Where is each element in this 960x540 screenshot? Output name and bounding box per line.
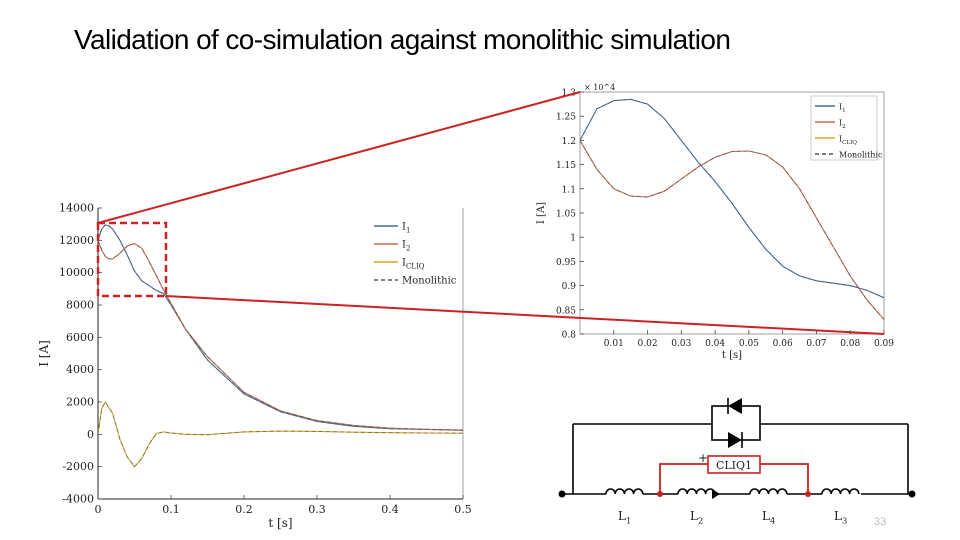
terminal-left — [558, 490, 566, 498]
y-tick-label: 6000 — [66, 331, 94, 344]
x-axis-label: t [s] — [268, 516, 292, 530]
y-tick-label: 0.85 — [556, 306, 576, 316]
x-axis-label: t [s] — [722, 350, 742, 361]
y-tick-label: 10000 — [59, 266, 94, 279]
legend-label: I1 — [839, 103, 846, 114]
series-line-I2 — [580, 140, 884, 320]
main-plot: -4000 -2000 0 2000 4000 6000 8000 10000 12000 140… — [37, 202, 472, 531]
y-tick-label: 0.9 — [562, 282, 577, 292]
y-tick-label: 14000 — [59, 202, 94, 215]
slide-title: Validation of co-simulation against mono… — [74, 24, 731, 55]
inductor-label: L2 — [690, 509, 703, 526]
terminal-right — [908, 490, 916, 498]
cliq-plus-sign: + — [698, 451, 708, 465]
x-tick-label: 0.3 — [308, 503, 326, 516]
zoom-connector-bottom — [165, 295, 885, 335]
x-tick-label: 0.02 — [638, 339, 658, 349]
y-tick-label: 0.95 — [556, 258, 576, 268]
inductor-label: L3 — [834, 509, 847, 526]
x-tick-label: 0.2 — [235, 503, 253, 516]
monolithic-line-I2 — [98, 240, 463, 431]
x-tick-label: 0.4 — [381, 503, 399, 516]
inductor-icon — [677, 488, 716, 495]
y-tick-label: 2000 — [66, 396, 94, 409]
x-tick-label: 0.08 — [840, 339, 860, 349]
x-tick-label: 0.03 — [671, 339, 691, 349]
x-tick-label: 0.01 — [604, 339, 624, 349]
diode-upper-icon — [728, 398, 742, 414]
legend-label: Monolithic — [402, 276, 457, 287]
x-tick-label: 0 — [95, 503, 102, 516]
y-tick-label: 12000 — [59, 234, 94, 247]
x-tick-label: 0.05 — [739, 339, 759, 349]
y-tick-label: 4000 — [66, 363, 94, 376]
y-tick-label: -4000 — [62, 493, 94, 506]
y-tick-label: 1.05 — [556, 210, 576, 220]
legend-label: ICLIQ — [839, 135, 857, 146]
page-number: 33 — [874, 516, 887, 528]
y-exponent-label: × 10^4 — [584, 83, 615, 92]
inductor-icon — [821, 488, 860, 495]
y-tick-label: 8000 — [66, 299, 94, 312]
inductor-icon — [749, 488, 788, 495]
x-tick-label: 0.1 — [162, 503, 180, 516]
inductor-label: L1 — [618, 509, 631, 526]
x-tick-label: 0.09 — [874, 339, 894, 349]
cliq-node-right — [805, 491, 811, 497]
y-tick-label: 1 — [570, 234, 576, 244]
current-arrow-icon — [712, 489, 720, 499]
monolithic-line-I2 — [580, 140, 884, 320]
monolithic-line-ICLIQ — [98, 401, 463, 468]
inductor-icon — [605, 488, 644, 495]
zoom-connector-top — [97, 91, 581, 224]
cliq-unit-box — [707, 455, 761, 474]
x-tick-label: 0.5 — [454, 503, 472, 516]
monolithic-line-I1 — [580, 98, 884, 299]
x-tick-label: 0.07 — [806, 339, 826, 349]
y-tick-label: 0.8 — [562, 331, 577, 341]
legend-label: I2 — [839, 119, 846, 130]
zoom-plot: 0.8 0.85 0.9 0.95 1 1.05 1.1 1.15 1.2 1.25 1.3 0.01… — [536, 83, 894, 361]
cliq-circuit-diagram: L1 L2 L4 L3 CLIQ1 + — [558, 398, 916, 526]
inductor-label: L4 — [762, 509, 775, 526]
monolithic-line-I1 — [98, 224, 463, 431]
y-tick-label: 1.2 — [562, 137, 576, 147]
diode-lower-icon — [728, 432, 742, 448]
legend-label: ICLIQ — [402, 258, 425, 271]
legend-label: I1 — [402, 222, 410, 235]
legend-label: I2 — [402, 240, 410, 253]
y-tick-label: 1.3 — [562, 89, 577, 99]
zoom-highlight — [96, 91, 885, 335]
y-tick-label: 1.25 — [556, 113, 576, 123]
series-line-I1 — [98, 224, 463, 431]
x-tick-label: 0.06 — [773, 339, 793, 349]
y-axis-label: I [A] — [37, 340, 51, 367]
legend-label: Monolithic — [839, 151, 883, 160]
zoom-region-box — [96, 221, 168, 298]
diode-box — [711, 405, 761, 441]
cliq-label: CLIQ1 — [716, 459, 752, 472]
y-tick-label: 1.15 — [556, 161, 576, 171]
y-tick-label: 0 — [87, 428, 94, 441]
cliq-node-left — [657, 491, 663, 497]
y-tick-label: -2000 — [62, 460, 94, 473]
x-tick-label: 0.04 — [705, 339, 725, 349]
y-axis-label: I [A] — [536, 202, 547, 224]
y-tick-label: 1.1 — [562, 185, 576, 195]
